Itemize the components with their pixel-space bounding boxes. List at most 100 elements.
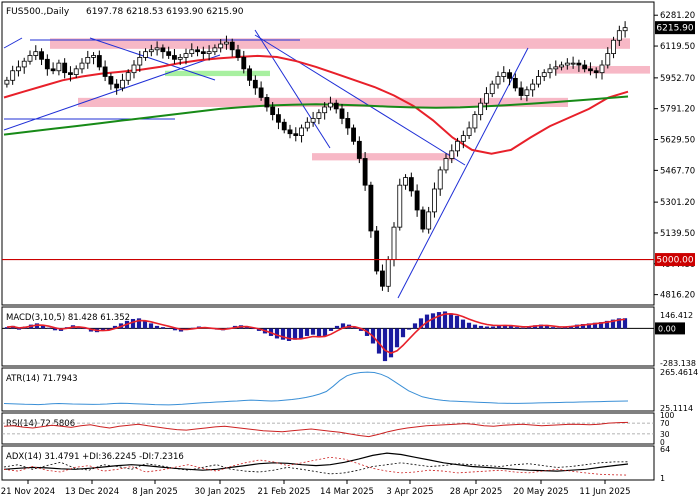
candle-body-8 <box>50 68 56 72</box>
candle-body-39 <box>229 41 235 51</box>
macd-bar-65 <box>394 328 400 348</box>
macd-bar-18 <box>112 325 118 329</box>
macd-tick-label-0: 146.412 <box>660 311 693 320</box>
macd-bar-46 <box>280 328 286 340</box>
candle-body-83 <box>484 93 489 104</box>
macd-bar-76 <box>460 319 466 329</box>
price-tick-label-9: 4816.20 <box>660 291 695 301</box>
candle-body-68 <box>397 184 403 228</box>
rsi-tick-label-1: 70 <box>660 419 670 428</box>
candle-body-89 <box>518 87 524 96</box>
candle-body-10 <box>62 62 68 74</box>
atr-tick-label-0: 265.4614 <box>660 368 698 377</box>
macd-histogram <box>2 311 654 362</box>
trendline-falling-long <box>254 34 466 166</box>
candle-body-82 <box>478 102 484 116</box>
candle-body-94 <box>547 68 553 74</box>
candle-body-96 <box>559 64 564 68</box>
adx-panel[interactable] <box>1 445 655 481</box>
macd-bar-101 <box>610 319 616 329</box>
candle-body-16 <box>96 55 102 68</box>
candle-body-77 <box>449 150 455 159</box>
candle-body-79 <box>460 135 466 142</box>
macd-bar-68 <box>412 323 418 329</box>
adx-series-adx <box>3 452 629 472</box>
candle-body-55 <box>322 106 328 114</box>
macd-bar-96 <box>580 324 586 329</box>
rsi-label: RSI(14) 72.5806 <box>6 419 75 429</box>
atr-series-line <box>3 371 629 406</box>
macd-bar-74 <box>448 313 454 329</box>
macd-signal-line <box>6 312 626 354</box>
candle-body-102 <box>593 70 599 74</box>
price-tick-label-4: 5629.50 <box>660 136 695 146</box>
macd-bar-22 <box>136 318 142 329</box>
candle-body-56 <box>328 102 333 108</box>
candle-body-1 <box>10 70 16 81</box>
macd-bar-89 <box>538 324 544 329</box>
candle-body-28 <box>166 51 172 56</box>
macd-bar-28 <box>172 328 178 331</box>
moving-average-0 <box>3 54 629 155</box>
candle-body-3 <box>21 60 27 68</box>
candle-body-41 <box>241 57 247 70</box>
candle-body-98 <box>570 62 576 65</box>
symbol-title: FUS500.,Daily <box>6 7 70 17</box>
date-tick-label-7: 28 Apr 2025 <box>450 487 503 497</box>
candle-body-22 <box>131 64 137 74</box>
macd-bar-78 <box>472 324 478 329</box>
candle-body-4 <box>27 55 33 62</box>
atr-tick-label-1: 25.1114 <box>660 404 693 413</box>
candle-body-78 <box>455 140 460 152</box>
candle-body-72 <box>420 209 426 230</box>
adx-tick-label-0: 64 <box>660 445 670 454</box>
macd-bar-24 <box>148 323 154 329</box>
macd-bar-81 <box>490 326 496 329</box>
macd-panel[interactable] <box>1 306 655 367</box>
candle-body-52 <box>304 121 310 129</box>
rsi-panel[interactable] <box>1 412 655 445</box>
candle-body-61 <box>356 140 362 159</box>
date-tick-label-0: 21 Nov 2024 <box>1 487 55 497</box>
zone-0 <box>50 38 630 49</box>
price-tick-label-2: 5952.70 <box>660 74 695 84</box>
ohlc-values: 6197.78 6218.53 6193.90 6215.90 <box>86 7 244 17</box>
macd-bar-17 <box>106 328 112 330</box>
macd-bar-41 <box>250 328 256 330</box>
macd-bar-98 <box>592 322 598 329</box>
macd-bar-40 <box>244 326 250 329</box>
candle-body-7 <box>44 58 50 70</box>
candle-body-88 <box>512 77 518 89</box>
macd-bar-102 <box>616 318 622 329</box>
date-tick-label-5: 14 Mar 2025 <box>320 487 374 497</box>
date-tick-label-4: 21 Feb 2025 <box>258 487 311 497</box>
candle-body-81 <box>472 114 478 129</box>
date-tick-label-8: 20 May 2025 <box>513 487 568 497</box>
adx-series-plusdi <box>3 461 629 475</box>
macd-bar-62 <box>376 328 382 354</box>
macd-bar-45 <box>274 328 280 339</box>
candle-body-33 <box>195 49 200 53</box>
macd-bar-56 <box>340 323 346 329</box>
current-price-label: 6215.90 <box>656 24 693 34</box>
candle-body-38 <box>224 41 229 45</box>
date-tick-label-6: 3 Apr 2025 <box>386 487 433 497</box>
candle-body-67 <box>391 226 397 260</box>
date-tick-label-1: 13 Dec 2024 <box>65 487 119 497</box>
candles <box>4 21 628 292</box>
candle-body-101 <box>588 68 593 72</box>
macd-bar-26 <box>160 327 166 329</box>
candle-body-92 <box>536 76 541 85</box>
candle-body-18 <box>108 76 114 85</box>
macd-bar-75 <box>454 315 460 329</box>
candle-body-103 <box>599 64 605 74</box>
price-tick-label-6: 5301.20 <box>660 198 695 208</box>
macd-bar-48 <box>292 328 298 340</box>
zone-1 <box>78 97 568 107</box>
candle-body-84 <box>489 83 495 95</box>
price-tick-label-7: 5139.50 <box>660 229 695 239</box>
macd-bar-64 <box>388 328 394 358</box>
rsi-tick-label-0: 100 <box>660 411 675 420</box>
macd-bar-0 <box>4 327 10 329</box>
